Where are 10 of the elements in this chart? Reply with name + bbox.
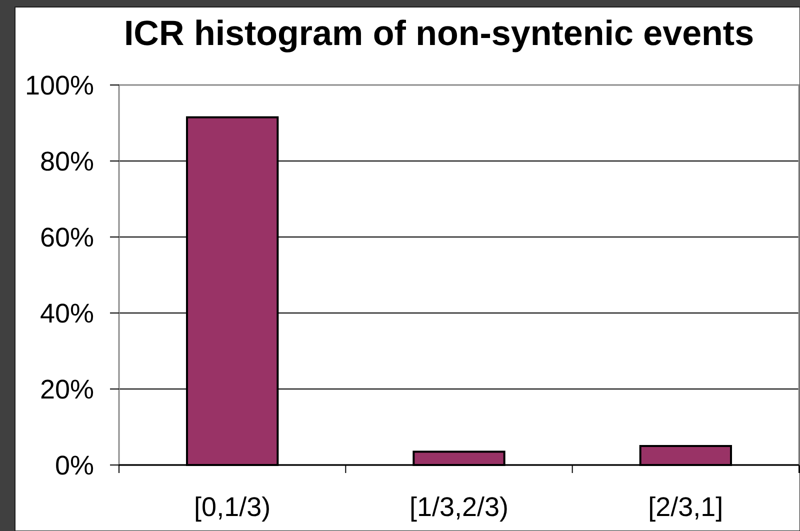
x-tick-label: [1/3,2/3) bbox=[409, 492, 509, 522]
y-tick-label: 100% bbox=[24, 70, 94, 100]
x-tick-label: [0,1/3) bbox=[194, 492, 271, 522]
chart-title: ICR histogram of non-syntenic events bbox=[124, 14, 754, 53]
y-tick-label: 0% bbox=[54, 450, 94, 480]
y-tick-label: 20% bbox=[40, 374, 94, 404]
x-tick-label: [2/3,1] bbox=[648, 492, 724, 522]
y-tick-label: 80% bbox=[40, 146, 94, 176]
y-tick-label: 40% bbox=[40, 298, 94, 328]
y-tick-label: 60% bbox=[40, 222, 94, 252]
